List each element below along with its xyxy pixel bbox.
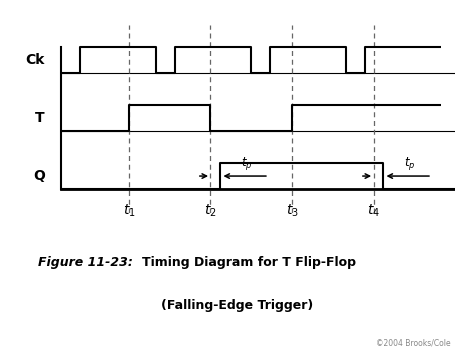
Text: $t_2$: $t_2$ [204, 203, 217, 219]
Text: $t_3$: $t_3$ [285, 203, 299, 219]
Text: Figure 11-23:: Figure 11-23: [38, 256, 133, 269]
Text: $t_p$: $t_p$ [241, 155, 253, 172]
Text: Ck: Ck [25, 53, 45, 67]
Text: Timing Diagram for T Flip-Flop: Timing Diagram for T Flip-Flop [142, 256, 356, 269]
Text: (Falling-Edge Trigger): (Falling-Edge Trigger) [161, 299, 313, 312]
Text: Q: Q [33, 169, 45, 183]
Text: $t_1$: $t_1$ [123, 203, 135, 219]
Text: T: T [35, 111, 45, 125]
Text: ©2004 Brooks/Cole: ©2004 Brooks/Cole [376, 339, 450, 348]
Text: $t_4$: $t_4$ [367, 203, 380, 219]
Text: $t_p$: $t_p$ [404, 155, 416, 172]
